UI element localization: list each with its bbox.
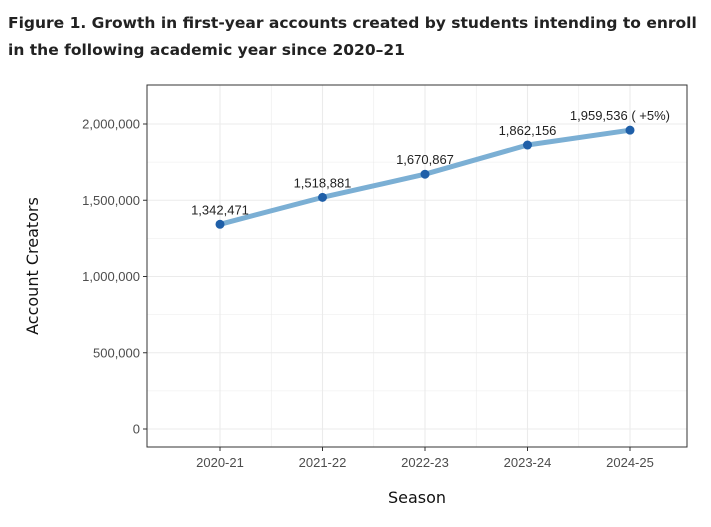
y-tick-label: 1,500,000	[82, 193, 140, 208]
grid	[147, 85, 687, 447]
series: 1,342,471 1,518,881 1,670,867 1,862,156 1,95…	[191, 108, 670, 229]
axes: 0 500,000 1,000,000 1,500,000 2,000,000 2020-…	[82, 117, 654, 471]
x-tick-label: 2023-24	[504, 455, 552, 470]
data-label: 1,518,881	[294, 175, 352, 190]
y-tick-label: 1,000,000	[82, 269, 140, 284]
data-point	[318, 192, 327, 202]
data-label: 1,862,156	[499, 123, 557, 138]
data-point	[215, 219, 225, 229]
data-point	[523, 140, 532, 150]
x-tick-label: 2022-23	[401, 455, 449, 470]
data-label: 1,670,867	[396, 152, 454, 167]
x-tick-label: 2020-21	[196, 455, 244, 470]
data-label: 1,342,471	[191, 202, 249, 217]
plot-panel-border	[146, 84, 688, 448]
figure-title: Figure 1. Growth in first-year accounts …	[8, 14, 697, 59]
data-point	[420, 169, 430, 179]
y-tick-label: 2,000,000	[82, 117, 140, 132]
data-label: 1,959,536 ( +5%)	[570, 108, 670, 123]
data-point	[625, 125, 635, 135]
x-tick-label: 2024-25	[606, 455, 654, 470]
y-tick-label: 0	[133, 422, 140, 437]
y-axis-title: Account Creators	[23, 197, 42, 335]
y-tick-label: 500,000	[93, 345, 140, 360]
x-tick-label: 2021-22	[299, 455, 347, 470]
x-axis-title: Season	[388, 488, 446, 507]
